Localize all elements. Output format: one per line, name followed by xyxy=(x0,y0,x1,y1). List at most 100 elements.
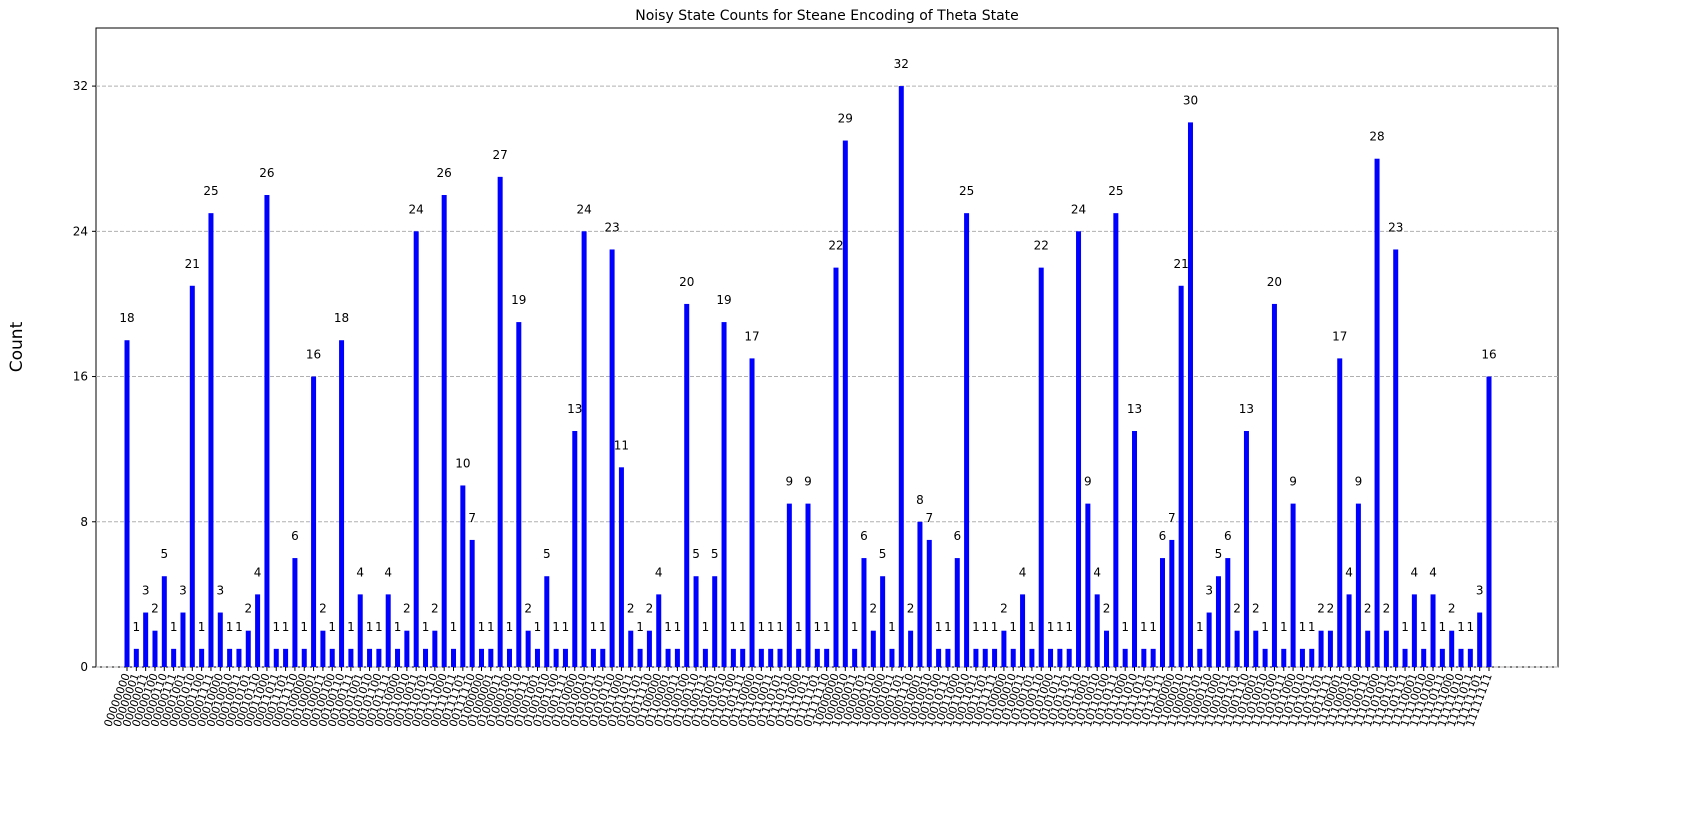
data-label: 21 xyxy=(1174,257,1189,271)
data-label: 1 xyxy=(1196,620,1204,634)
bar xyxy=(1178,285,1184,667)
bar xyxy=(1421,648,1427,667)
data-label: 1 xyxy=(1280,620,1288,634)
data-label: 26 xyxy=(259,166,274,180)
data-label: 6 xyxy=(1159,529,1167,543)
bar xyxy=(534,648,540,667)
data-label: 2 xyxy=(1000,602,1008,616)
bar xyxy=(1477,612,1483,667)
bar xyxy=(199,648,205,667)
data-label: 1 xyxy=(1028,620,1036,634)
data-label: 13 xyxy=(1239,402,1254,416)
data-label: 29 xyxy=(838,112,853,126)
bar xyxy=(1290,503,1296,667)
bar xyxy=(329,648,335,667)
data-label: 1 xyxy=(814,620,822,634)
data-label: 1 xyxy=(450,620,458,634)
bar xyxy=(796,648,802,667)
data-label: 1 xyxy=(1140,620,1148,634)
data-label: 1 xyxy=(272,620,280,634)
y-tick-label: 24 xyxy=(73,224,88,238)
data-label: 1 xyxy=(776,620,784,634)
bar xyxy=(1281,648,1287,667)
bar xyxy=(562,648,568,667)
bar xyxy=(395,648,401,667)
data-label: 1 xyxy=(552,620,560,634)
bar xyxy=(1383,630,1389,667)
data-label: 2 xyxy=(1317,602,1325,616)
data-label: 24 xyxy=(409,202,424,216)
data-label: 1 xyxy=(823,620,831,634)
data-label: 2 xyxy=(1252,602,1260,616)
data-label: 1 xyxy=(1457,620,1465,634)
bar xyxy=(245,630,251,667)
data-label: 8 xyxy=(916,493,924,507)
bar xyxy=(628,630,634,667)
bar xyxy=(768,648,774,667)
data-label: 2 xyxy=(319,602,327,616)
bar xyxy=(581,231,587,667)
data-label: 9 xyxy=(786,475,794,489)
data-label: 1 xyxy=(1056,620,1064,634)
bar xyxy=(469,539,475,667)
bar xyxy=(721,322,727,667)
data-label: 2 xyxy=(907,602,915,616)
bar xyxy=(926,539,932,667)
bar xyxy=(618,467,624,667)
data-label: 16 xyxy=(1481,348,1496,362)
data-label: 1 xyxy=(534,620,542,634)
data-label: 1 xyxy=(991,620,999,634)
bar xyxy=(833,267,839,667)
data-label: 25 xyxy=(203,184,218,198)
bar xyxy=(1430,594,1436,667)
data-label: 13 xyxy=(567,402,582,416)
data-label: 1 xyxy=(1467,620,1475,634)
bar xyxy=(1449,630,1455,667)
data-label: 9 xyxy=(804,475,812,489)
bar xyxy=(143,612,149,667)
bar xyxy=(1225,558,1231,667)
bar xyxy=(1159,558,1165,667)
data-label: 1 xyxy=(328,620,336,634)
bar xyxy=(1169,539,1175,667)
data-label: 26 xyxy=(437,166,452,180)
bar xyxy=(1122,648,1128,667)
bar xyxy=(236,648,242,667)
bar xyxy=(1234,630,1240,667)
data-label: 10 xyxy=(455,456,470,470)
data-label: 1 xyxy=(972,620,980,634)
bar xyxy=(404,630,410,667)
bar xyxy=(1132,431,1138,667)
bar xyxy=(684,303,690,667)
data-label: 19 xyxy=(716,293,731,307)
data-label: 32 xyxy=(894,57,909,71)
data-label: 1 xyxy=(981,620,989,634)
bar xyxy=(357,594,363,667)
bar xyxy=(348,648,354,667)
bar xyxy=(180,612,186,667)
data-label: 17 xyxy=(1332,329,1347,343)
bar xyxy=(730,648,736,667)
data-label: 2 xyxy=(869,602,877,616)
bar xyxy=(124,340,130,667)
bar xyxy=(880,576,886,667)
data-label: 23 xyxy=(1388,220,1403,234)
data-label: 22 xyxy=(1034,239,1049,253)
bar xyxy=(1187,122,1193,668)
data-label: 9 xyxy=(1355,475,1363,489)
bar xyxy=(674,648,680,667)
data-label: 24 xyxy=(576,202,591,216)
bar xyxy=(1318,630,1324,667)
data-label: 6 xyxy=(1224,529,1232,543)
bar xyxy=(553,648,559,667)
data-label: 6 xyxy=(953,529,961,543)
bar xyxy=(1113,213,1119,667)
data-label: 1 xyxy=(366,620,374,634)
data-label: 2 xyxy=(1103,602,1111,616)
bar xyxy=(283,648,289,667)
data-label: 1 xyxy=(935,620,943,634)
data-label: 22 xyxy=(828,239,843,253)
bar xyxy=(385,594,391,667)
data-label: 3 xyxy=(216,584,224,598)
bar xyxy=(908,630,914,667)
